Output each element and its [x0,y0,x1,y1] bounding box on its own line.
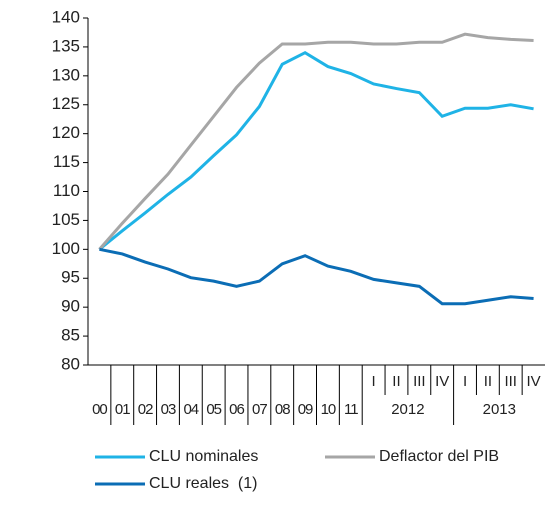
y-tick-label: 100 [52,239,80,258]
x-tick-label: 08 [275,401,290,418]
x-subtick-label: I [372,373,376,390]
x-subtick-label: IV [526,373,540,390]
x-tick-label: 06 [229,401,244,418]
y-tick-label: 120 [52,123,80,142]
x-group-label: 2012 [391,401,424,418]
x-tick-label: 05 [206,401,221,418]
x-subtick-label: II [392,373,400,390]
x-tick-label: 04 [183,401,198,418]
x-tick-label: 02 [138,401,153,418]
legend-label: CLU nominales [149,448,258,465]
y-tick-label: 140 [52,7,80,26]
x-subtick-label: IV [435,373,449,390]
series-line [98,50,534,251]
y-tick-label: 105 [52,210,80,229]
y-tick-label: 115 [53,152,80,171]
series-line [98,32,534,251]
x-subtick-label: III [413,373,426,390]
y-tick-label: 80 [61,354,80,373]
x-tick-label: 00 [92,401,107,418]
y-tick-label: 110 [53,181,80,200]
x-subtick-label: III [504,373,517,390]
x-group-label: 2013 [483,401,516,418]
x-subtick-label: I [463,373,467,390]
legend-label: Deflactor del PIB [379,448,499,465]
x-subtick-label: II [484,373,492,390]
y-tick-label: 95 [61,268,80,287]
y-tick-label: 85 [61,326,80,345]
y-tick-label: 130 [52,65,80,84]
x-tick-label: 09 [298,401,313,418]
x-tick-label: 07 [252,401,267,418]
y-tick-label: 90 [61,297,80,316]
x-tick-label: 10 [321,401,336,418]
y-tick-label: 125 [52,94,80,113]
x-tick-label: 03 [161,401,176,418]
legend-label: CLU reales (1) [149,475,257,492]
series-line [99,247,534,306]
y-tick-label: 135 [52,36,80,55]
x-tick-label: 01 [115,401,130,418]
x-tick-label: 11 [344,401,358,418]
